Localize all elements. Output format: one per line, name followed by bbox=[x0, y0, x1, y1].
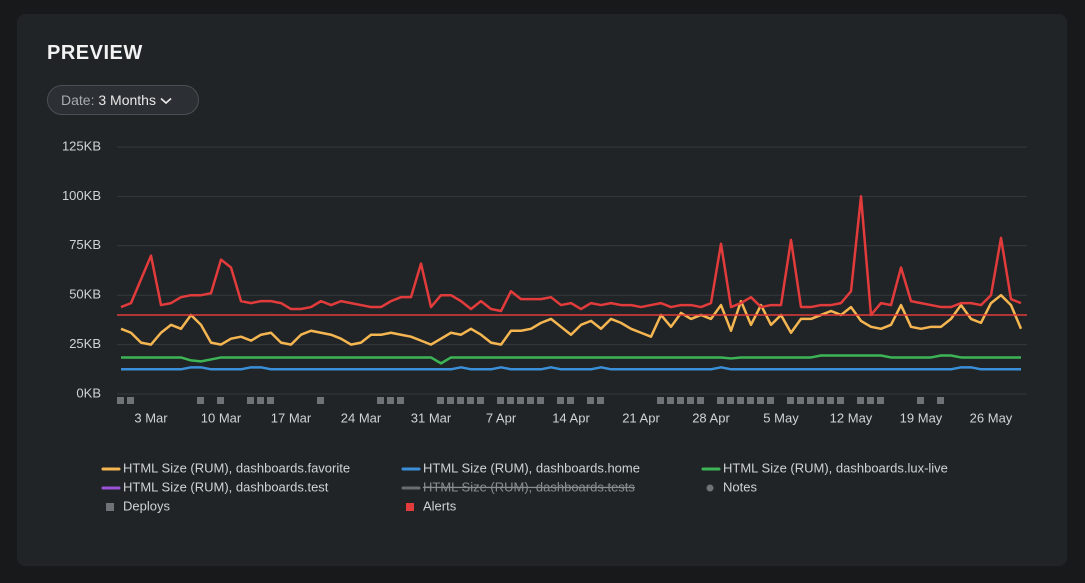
deploy-marker bbox=[197, 397, 204, 404]
deploy-marker bbox=[667, 397, 674, 404]
deploy-marker bbox=[877, 397, 884, 404]
deploy-marker bbox=[587, 397, 594, 404]
deploy-marker bbox=[787, 397, 794, 404]
deploy-marker bbox=[917, 397, 924, 404]
x-tick-label: 19 May bbox=[900, 410, 943, 425]
deploy-marker bbox=[817, 397, 824, 404]
x-tick-label: 14 Apr bbox=[552, 410, 590, 425]
y-tick-label: 100KB bbox=[62, 188, 101, 203]
deploy-marker bbox=[717, 397, 724, 404]
deploy-marker bbox=[937, 397, 944, 404]
legend-label: Notes bbox=[723, 479, 757, 494]
deploy-marker bbox=[807, 397, 814, 404]
deploy-marker bbox=[747, 397, 754, 404]
deploy-marker bbox=[537, 397, 544, 404]
deploy-marker bbox=[697, 397, 704, 404]
series-line bbox=[120, 195, 1022, 317]
deploy-marker bbox=[857, 397, 864, 404]
x-tick-label: 17 Mar bbox=[271, 410, 312, 425]
card: PREVIEW Date: 3 Months bbox=[17, 14, 1067, 566]
deploy-marker bbox=[217, 397, 224, 404]
legend-label: HTML Size (RUM), dashboards.home bbox=[423, 460, 640, 475]
deploy-marker bbox=[687, 397, 694, 404]
x-tick-label: 31 Mar bbox=[411, 410, 452, 425]
x-tick-label: 26 May bbox=[970, 410, 1013, 425]
deploy-marker bbox=[797, 397, 804, 404]
y-tick-label: 125KB bbox=[62, 138, 101, 153]
x-tick-label: 7 Apr bbox=[486, 410, 517, 425]
x-tick-label: 12 May bbox=[830, 410, 873, 425]
deploy-marker bbox=[467, 397, 474, 404]
legend-swatch bbox=[106, 503, 114, 511]
legend-label: Deploys bbox=[123, 498, 170, 513]
deploy-marker bbox=[827, 397, 834, 404]
legend-label: Alerts bbox=[423, 498, 457, 513]
deploy-marker bbox=[557, 397, 564, 404]
deploy-marker bbox=[507, 397, 514, 404]
x-tick-label: 21 Apr bbox=[622, 410, 660, 425]
deploy-marker bbox=[517, 397, 524, 404]
deploy-marker bbox=[127, 397, 134, 404]
legend-swatch bbox=[706, 484, 714, 492]
deploy-marker bbox=[837, 397, 844, 404]
deploy-marker bbox=[257, 397, 264, 404]
deploy-marker bbox=[437, 397, 444, 404]
legend-swatch bbox=[406, 503, 414, 511]
deploy-marker bbox=[397, 397, 404, 404]
date-button[interactable]: Date: 3 Months bbox=[47, 85, 199, 115]
y-tick-label: 25KB bbox=[69, 336, 101, 351]
deploy-marker bbox=[317, 397, 324, 404]
deploy-marker bbox=[657, 397, 664, 404]
deploy-marker bbox=[597, 397, 604, 404]
series-line bbox=[121, 354, 1021, 365]
chevron bbox=[160, 98, 172, 105]
y-tick-label: 75KB bbox=[69, 237, 101, 252]
deploy-marker bbox=[387, 397, 394, 404]
x-tick-label: 5 May bbox=[763, 410, 799, 425]
deploy-marker bbox=[247, 397, 254, 404]
x-tick-label: 28 Apr bbox=[692, 410, 730, 425]
x-tick-label: 3 Mar bbox=[134, 410, 168, 425]
date-label: Date: bbox=[61, 92, 95, 108]
y-tick-label: 50KB bbox=[69, 287, 101, 302]
title: PREVIEW bbox=[47, 42, 143, 64]
legend-label: HTML Size (RUM), dashboards.test bbox=[123, 479, 329, 494]
series-line bbox=[120, 293, 1023, 346]
deploy-marker bbox=[377, 397, 384, 404]
deploy-marker bbox=[117, 397, 124, 404]
series-line bbox=[121, 366, 1021, 371]
deploy-marker bbox=[447, 397, 454, 404]
deploy-marker bbox=[457, 397, 464, 404]
date-value: 3 Months bbox=[98, 92, 156, 108]
y-tick-label: 0KB bbox=[76, 385, 101, 400]
deploy-marker bbox=[737, 397, 744, 404]
legend-label: HTML Size (RUM), dashboards.tests bbox=[423, 479, 635, 494]
deploy-marker bbox=[867, 397, 874, 404]
deploy-marker bbox=[727, 397, 734, 404]
deploy-marker bbox=[677, 397, 684, 404]
deploy-marker bbox=[477, 397, 484, 404]
x-tick-label: 10 Mar bbox=[201, 410, 242, 425]
x-tick-label: 24 Mar bbox=[341, 410, 382, 425]
deploy-marker bbox=[757, 397, 764, 404]
deploy-marker bbox=[267, 397, 274, 404]
deploy-marker bbox=[497, 397, 504, 404]
legend-label: HTML Size (RUM), dashboards.lux-live bbox=[723, 460, 948, 475]
deploy-marker bbox=[767, 397, 774, 404]
deploy-marker bbox=[527, 397, 534, 404]
legend-label: HTML Size (RUM), dashboards.favorite bbox=[123, 460, 350, 475]
deploy-marker bbox=[567, 397, 574, 404]
